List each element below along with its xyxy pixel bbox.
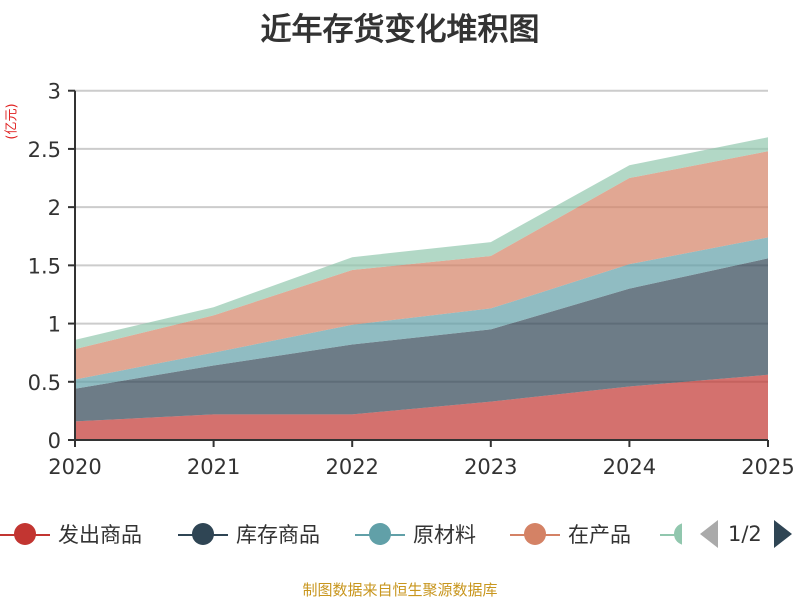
area-series-1 (75, 374, 768, 440)
area-series-5 (75, 137, 768, 350)
legend-item[interactable]: 原材料 (355, 518, 476, 550)
y-tick-label: 3 (48, 80, 61, 104)
x-tick-label: 2024 (603, 455, 656, 479)
x-tick-label: 2021 (187, 455, 240, 479)
legend-label: 发出商品 (58, 523, 142, 547)
x-tick-label: 2025 (741, 455, 794, 479)
legend-label: 原材料 (413, 523, 476, 547)
legend-circle-icon (0, 518, 50, 550)
legend-label: 在产品 (568, 523, 631, 547)
legend-next-page-icon[interactable] (773, 520, 792, 548)
legend-circle-icon (660, 518, 682, 550)
legend-pager: 1/2 (700, 518, 792, 550)
data-source-footer: 制图数据来自恒生聚源数据库 (302, 581, 498, 599)
legend-circle-icon (178, 518, 228, 550)
x-tick-label: 2022 (325, 455, 378, 479)
chart-title: 近年存货变化堆积图 (260, 12, 540, 48)
legend-item[interactable]: 发出商品 (0, 518, 142, 550)
y-tick-label: 2.5 (28, 138, 61, 162)
legend-page-indicator: 1/2 (728, 522, 762, 546)
x-tick-label: 2023 (464, 455, 517, 479)
legend-item[interactable] (660, 518, 682, 550)
legend-circle-icon (355, 518, 405, 550)
y-tick-label: 1.5 (28, 254, 61, 278)
x-tick-label: 2020 (48, 455, 101, 479)
legend-item[interactable]: 在产品 (510, 518, 631, 550)
legend-prev-page-icon[interactable] (700, 520, 718, 548)
legend: 发出商品 库存商品 原材料 在产品 (0, 518, 800, 550)
area-series-3 (75, 237, 768, 389)
legend-item[interactable]: 库存商品 (178, 518, 320, 550)
y-tick-label: 1 (48, 313, 61, 337)
y-tick-label: 0.5 (28, 371, 61, 395)
y-tick-label: 0 (48, 429, 61, 453)
area-series-4 (75, 151, 768, 380)
y-tick-label: 2 (48, 196, 61, 220)
legend-label: 库存商品 (236, 523, 320, 547)
legend-circle-icon (510, 518, 560, 550)
area-series-2 (75, 258, 768, 422)
